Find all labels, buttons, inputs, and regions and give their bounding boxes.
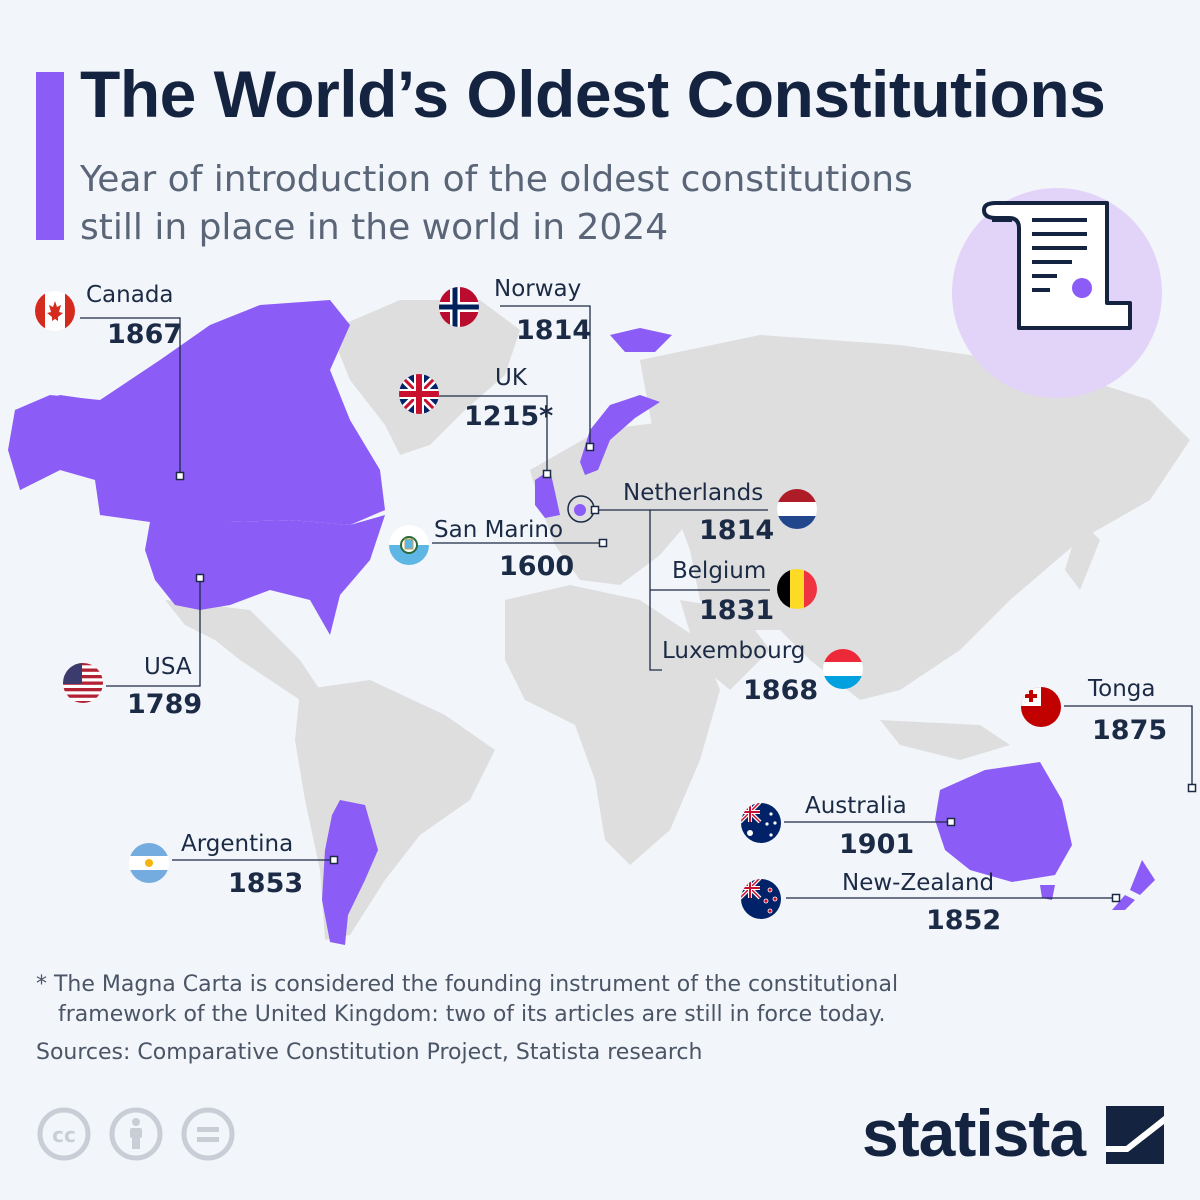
year-australia: 1901 bbox=[839, 829, 915, 860]
svg-text:cc: cc bbox=[52, 1123, 76, 1147]
leader-line-canada bbox=[80, 317, 181, 476]
footnote-line-2: framework of the United Kingdom: two of … bbox=[58, 1002, 886, 1027]
marker-canada bbox=[175, 471, 185, 481]
constitution-scroll-icon bbox=[952, 188, 1162, 398]
attribution-icon[interactable] bbox=[108, 1106, 164, 1162]
year-luxembourg: 1868 bbox=[743, 675, 819, 706]
new-zealand-shape bbox=[1112, 860, 1155, 910]
footnote-line-1: * The Magna Carta is considered the foun… bbox=[36, 972, 899, 997]
san-marino-flag-icon bbox=[389, 525, 429, 565]
australia-shape bbox=[935, 762, 1072, 882]
marker-norway bbox=[585, 442, 595, 452]
location-markers bbox=[175, 442, 1197, 903]
leader-line-benelux-branch bbox=[649, 510, 662, 671]
footnote: * The Magna Carta is considered the foun… bbox=[36, 970, 996, 1030]
argentina-shape bbox=[322, 800, 378, 945]
asia-shape bbox=[640, 335, 1190, 700]
netherlands-flag-icon bbox=[777, 489, 817, 529]
arabia-shape bbox=[680, 600, 770, 690]
sources-text: Sources: Comparative Constitution Projec… bbox=[36, 1040, 703, 1065]
year-norway: 1814 bbox=[516, 315, 592, 346]
year-usa: 1789 bbox=[127, 689, 203, 720]
marker-san-marino bbox=[598, 538, 608, 548]
marker-australia bbox=[946, 817, 956, 827]
year-canada: 1867 bbox=[107, 319, 183, 350]
svalbard-shape bbox=[610, 328, 672, 352]
marker-tonga bbox=[1187, 783, 1197, 793]
label-australia: Australia bbox=[805, 793, 907, 819]
label-norway: Norway bbox=[494, 276, 582, 302]
canada-shape bbox=[15, 300, 385, 525]
label-belgium: Belgium bbox=[672, 558, 767, 584]
uk-flag-icon bbox=[399, 374, 439, 414]
europe-shape bbox=[530, 420, 700, 585]
leader-line-usa bbox=[106, 578, 201, 687]
year-netherlands: 1814 bbox=[699, 515, 775, 546]
label-luxembourg: Luxembourg bbox=[662, 638, 806, 664]
leader-line-uk bbox=[438, 395, 548, 474]
usa-flag-icon bbox=[63, 663, 103, 703]
label-usa: USA bbox=[144, 654, 192, 680]
new-zealand-flag-icon bbox=[741, 879, 781, 919]
label-san-marino: San Marino bbox=[434, 517, 564, 543]
page-title: The World’s Oldest Constitutions bbox=[80, 57, 1106, 131]
mexico-central-america-shape bbox=[165, 600, 320, 700]
statista-wordmark: statista bbox=[862, 1096, 1086, 1170]
luxembourg-flag-icon bbox=[823, 649, 863, 689]
alaska-shape bbox=[8, 395, 95, 490]
year-belgium: 1831 bbox=[699, 595, 775, 626]
label-uk: UK bbox=[495, 365, 527, 391]
australia-flag-icon bbox=[741, 803, 781, 843]
benelux-shape bbox=[574, 504, 586, 516]
usa-shape bbox=[145, 515, 385, 635]
no-derivatives-icon[interactable] bbox=[180, 1106, 236, 1162]
year-uk: 1215* bbox=[464, 401, 554, 432]
year-tonga: 1875 bbox=[1092, 715, 1168, 746]
year-argentina: 1853 bbox=[228, 868, 304, 899]
marker-new-zealand bbox=[1111, 893, 1121, 903]
argentina-flag-icon bbox=[129, 843, 169, 883]
label-canada: Canada bbox=[86, 282, 174, 308]
tasmania-shape bbox=[1040, 885, 1055, 900]
africa-shape bbox=[505, 585, 720, 865]
label-new-zealand: New-Zealand bbox=[842, 870, 995, 896]
year-san-marino: 1600 bbox=[499, 551, 575, 582]
norway-flag-icon bbox=[439, 287, 479, 327]
marker-usa bbox=[195, 573, 205, 583]
tonga-flag-icon bbox=[1021, 687, 1061, 727]
page-subtitle: Year of introduction of the oldest const… bbox=[80, 159, 913, 248]
year-new-zealand: 1852 bbox=[926, 905, 1002, 936]
marker-argentina bbox=[329, 855, 339, 865]
highlighted-countries bbox=[8, 300, 1194, 945]
label-tonga: Tonga bbox=[1088, 676, 1156, 702]
leader-line-tonga bbox=[1064, 705, 1193, 788]
japan-shape bbox=[1065, 520, 1100, 590]
statista-logo-icon bbox=[1106, 1106, 1164, 1164]
marker-netherlands bbox=[590, 505, 600, 515]
leader-lines bbox=[80, 305, 1193, 899]
license-icons: cc bbox=[36, 1106, 246, 1162]
label-argentina: Argentina bbox=[181, 831, 294, 857]
uk-shape bbox=[535, 470, 560, 518]
creative-commons-icon[interactable]: cc bbox=[36, 1106, 92, 1162]
title-accent-bar bbox=[36, 72, 64, 240]
norway-shape bbox=[580, 395, 660, 475]
label-netherlands: Netherlands bbox=[623, 480, 764, 506]
indonesia-shape bbox=[880, 720, 1010, 760]
canada-flag-icon bbox=[35, 291, 75, 331]
marker-uk bbox=[542, 469, 552, 479]
belgium-flag-icon bbox=[777, 569, 817, 609]
leader-line-norway bbox=[500, 305, 591, 447]
